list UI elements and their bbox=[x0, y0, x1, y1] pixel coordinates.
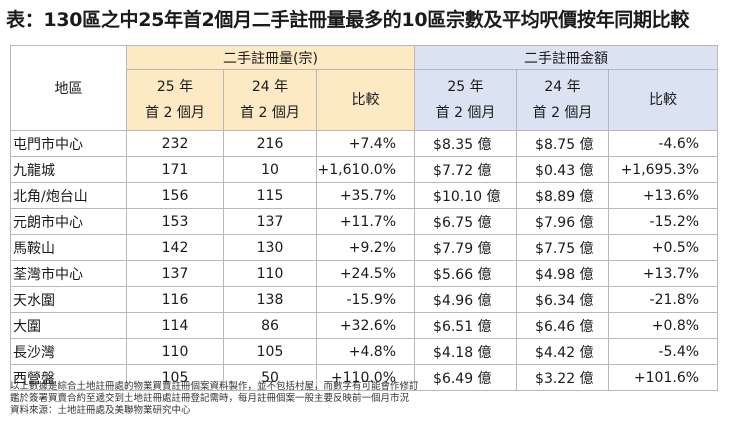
footnote: 以上數據是綜合土地註冊處的物業買賣註冊個案資料製作，並不包括村屋，而數字有可能會… bbox=[10, 381, 419, 392]
amount-change-cell: -21.8% bbox=[608, 286, 719, 313]
amount-25-cell: $8.35 億 bbox=[414, 130, 518, 157]
volume-25-cell: 142 bbox=[126, 234, 224, 261]
amount-24-cell: $4.42 億 bbox=[516, 338, 610, 365]
volume-24-cell: 137 bbox=[223, 208, 317, 235]
amount-change-cell: -15.2% bbox=[608, 208, 719, 235]
volume-change-cell: +11.7% bbox=[315, 208, 416, 235]
amount-col-header: 比較 bbox=[608, 69, 719, 131]
volume-25-cell: 114 bbox=[126, 312, 224, 339]
region-cell: 長沙灣 bbox=[10, 338, 127, 365]
amount-25-cell: $7.72 億 bbox=[414, 156, 518, 183]
amount-col-header: 25 年 首 2 個月 bbox=[414, 69, 518, 131]
region-cell: 馬鞍山 bbox=[10, 234, 127, 261]
table-row: 大圍 114 86 +32.6% $6.51 億 $6.46 億 +0.8% bbox=[10, 312, 719, 339]
region-cell: 天水圍 bbox=[10, 286, 127, 313]
volume-25-cell: 171 bbox=[126, 156, 224, 183]
volume-24-cell: 86 bbox=[223, 312, 317, 339]
amount-24-cell: $0.43 億 bbox=[516, 156, 610, 183]
volume-change-cell: +110.0% bbox=[315, 364, 416, 391]
region-cell: 九龍城 bbox=[10, 156, 127, 183]
volume-25-cell: 110 bbox=[126, 338, 224, 365]
volume-col-header: 25 年 首 2 個月 bbox=[126, 69, 224, 131]
volume-24-cell: 105 bbox=[223, 338, 317, 365]
table-row: 屯門市中心 232 216 +7.4% $8.35 億 $8.75 億 -4.6% bbox=[10, 130, 719, 157]
amount-col-header: 24 年 首 2 個月 bbox=[516, 69, 610, 131]
volume-24-cell: 110 bbox=[223, 260, 317, 287]
table-row: 元朗市中心 153 137 +11.7% $6.75 億 $7.96 億 -15.2% bbox=[10, 208, 719, 235]
footnote: 資料來源：土地註冊處及美聯物業研究中心 bbox=[10, 405, 191, 416]
table-row: 長沙灣 110 105 +4.8% $4.18 億 $4.42 億 -5.4% bbox=[10, 338, 719, 365]
amount-25-cell: $4.96 億 bbox=[414, 286, 518, 313]
volume-col-header: 24 年 首 2 個月 bbox=[223, 69, 317, 131]
volume-change-cell: +1,610.0% bbox=[315, 156, 416, 183]
amount-24-cell: $7.96 億 bbox=[516, 208, 610, 235]
amount-change-cell: +1,695.3% bbox=[608, 156, 719, 183]
volume-change-cell: +24.5% bbox=[315, 260, 416, 287]
amount-group-header: 二手註冊金額 bbox=[414, 45, 719, 70]
amount-24-cell: $8.89 億 bbox=[516, 182, 610, 209]
region-cell: 荃灣市中心 bbox=[10, 260, 127, 287]
volume-25-cell: 232 bbox=[126, 130, 224, 157]
amount-change-cell: -4.6% bbox=[608, 130, 719, 157]
footnotes: 以上數據是綜合土地註冊處的物業買賣註冊個案資料製作，並不包括村屋，而數字有可能會… bbox=[10, 381, 722, 417]
volume-change-cell: +7.4% bbox=[315, 130, 416, 157]
volume-24-cell: 130 bbox=[223, 234, 317, 261]
amount-25-cell: $5.66 億 bbox=[414, 260, 518, 287]
amount-change-cell: +13.7% bbox=[608, 260, 719, 287]
table-row: 荃灣市中心 137 110 +24.5% $5.66 億 $4.98 億 +13.7% bbox=[10, 260, 719, 287]
amount-change-cell: +0.8% bbox=[608, 312, 719, 339]
volume-col-header: 比較 bbox=[315, 69, 416, 131]
volume-25-cell: 156 bbox=[126, 182, 224, 209]
volume-25-cell: 153 bbox=[126, 208, 224, 235]
amount-24-cell: $7.75 億 bbox=[516, 234, 610, 261]
table-row: 馬鞍山 142 130 +9.2% $7.79 億 $7.75 億 +0.5% bbox=[10, 234, 719, 261]
amount-change-cell: -5.4% bbox=[608, 338, 719, 365]
table-row: 西營盤 105 50 +110.0% $6.49 億 $3.22 億 +101.6% bbox=[10, 364, 719, 391]
registration-table: 地區 二手註冊量(宗) 二手註冊金額 25 年 首 2 個月 24 年 首 2 … bbox=[10, 45, 719, 391]
region-cell: 西營盤 bbox=[10, 364, 127, 391]
region-cell: 屯門市中心 bbox=[10, 130, 127, 157]
amount-24-cell: $4.98 億 bbox=[516, 260, 610, 287]
volume-change-cell: +32.6% bbox=[315, 312, 416, 339]
table-row: 天水圍 116 138 -15.9% $4.96 億 $6.34 億 -21.8% bbox=[10, 286, 719, 313]
volume-24-cell: 216 bbox=[223, 130, 317, 157]
amount-24-cell: $8.75 億 bbox=[516, 130, 610, 157]
table-row: 北角/炮台山 156 115 +35.7% $10.10 億 $8.89 億 +13.6% bbox=[10, 182, 719, 209]
volume-change-cell: +35.7% bbox=[315, 182, 416, 209]
table-row: 九龍城 171 10 +1,610.0% $7.72 億 $0.43 億 +1,695.3% bbox=[10, 156, 719, 183]
volume-25-cell: 116 bbox=[126, 286, 224, 313]
amount-25-cell: $6.75 億 bbox=[414, 208, 518, 235]
amount-24-cell: $6.46 億 bbox=[516, 312, 610, 339]
volume-change-cell: +9.2% bbox=[315, 234, 416, 261]
region-cell: 元朗市中心 bbox=[10, 208, 127, 235]
amount-25-cell: $7.79 億 bbox=[414, 234, 518, 261]
amount-24-cell: $6.34 億 bbox=[516, 286, 610, 313]
amount-change-cell: +101.6% bbox=[608, 364, 719, 391]
volume-24-cell: 115 bbox=[223, 182, 317, 209]
volume-24-cell: 138 bbox=[223, 286, 317, 313]
region-column-header: 地區 bbox=[10, 45, 127, 131]
table-body: 屯門市中心 232 216 +7.4% $8.35 億 $8.75 億 -4.6% 九龍城 17… bbox=[10, 130, 719, 391]
volume-change-cell: +4.8% bbox=[315, 338, 416, 365]
volume-24-cell: 10 bbox=[223, 156, 317, 183]
amount-25-cell: $10.10 億 bbox=[414, 182, 518, 209]
volume-25-cell: 137 bbox=[126, 260, 224, 287]
amount-change-cell: +13.6% bbox=[608, 182, 719, 209]
volume-group-header: 二手註冊量(宗) bbox=[125, 45, 416, 70]
region-cell: 北角/炮台山 bbox=[10, 182, 127, 209]
amount-change-cell: +0.5% bbox=[608, 234, 719, 261]
page-title: 表：130區之中25年首2個月二手註冊量最多的10區宗數及平均呎價按年同期比較 bbox=[6, 9, 690, 31]
region-cell: 大圍 bbox=[10, 312, 127, 339]
amount-25-cell: $4.18 億 bbox=[414, 338, 518, 365]
amount-25-cell: $6.51 億 bbox=[414, 312, 518, 339]
volume-25-cell: 105 bbox=[126, 364, 224, 391]
footnote: 鑑於簽署買賣合約至遞交到土地註冊處註冊登記需時，每月註冊個案一般主要反映前一個月… bbox=[10, 393, 410, 404]
volume-change-cell: -15.9% bbox=[315, 286, 416, 313]
